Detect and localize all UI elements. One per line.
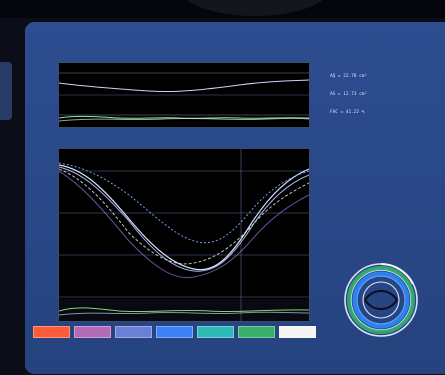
- monitor-frame: AQ = 22.78 cm² AS = 12.73 cm² FAC = 41.2…: [25, 22, 445, 374]
- main-series-7: [58, 311, 310, 316]
- main-plot-svg: [58, 149, 310, 321]
- summary-line-2: AS = 12.73 cm²: [330, 92, 368, 97]
- main-series-6: [58, 307, 310, 313]
- side-device-edge: [0, 62, 12, 120]
- tab-2[interactable]: [74, 326, 111, 338]
- tab-6[interactable]: [238, 326, 275, 338]
- top-plot-svg: [58, 72, 310, 122]
- tab-1[interactable]: [33, 326, 70, 338]
- main-series-1: [58, 164, 310, 271]
- tab-4[interactable]: [156, 326, 193, 338]
- top-series-2: [58, 115, 310, 119]
- bottom-tabs: [33, 326, 316, 338]
- tab-5[interactable]: [197, 326, 234, 338]
- top-plot-panel: [58, 62, 310, 128]
- top-series-1: [58, 79, 310, 93]
- main-series-3: [58, 168, 310, 265]
- tab-7[interactable]: [279, 326, 316, 338]
- tab-3[interactable]: [115, 326, 152, 338]
- main-plot-panel: [58, 148, 310, 322]
- summary-text: AQ = 22.78 cm² AS = 12.73 cm² FAC = 41.2…: [330, 62, 367, 128]
- main-series-4: [58, 162, 310, 244]
- summary-line-1: AQ = 22.78 cm²: [330, 74, 368, 79]
- bullseye-diagram: [344, 263, 418, 337]
- background-shape: [180, 0, 330, 16]
- main-series-5: [58, 170, 310, 279]
- top-series-3: [58, 117, 310, 122]
- summary-line-3: FAC = 41.22 %: [330, 110, 365, 115]
- main-series-2: [58, 166, 310, 272]
